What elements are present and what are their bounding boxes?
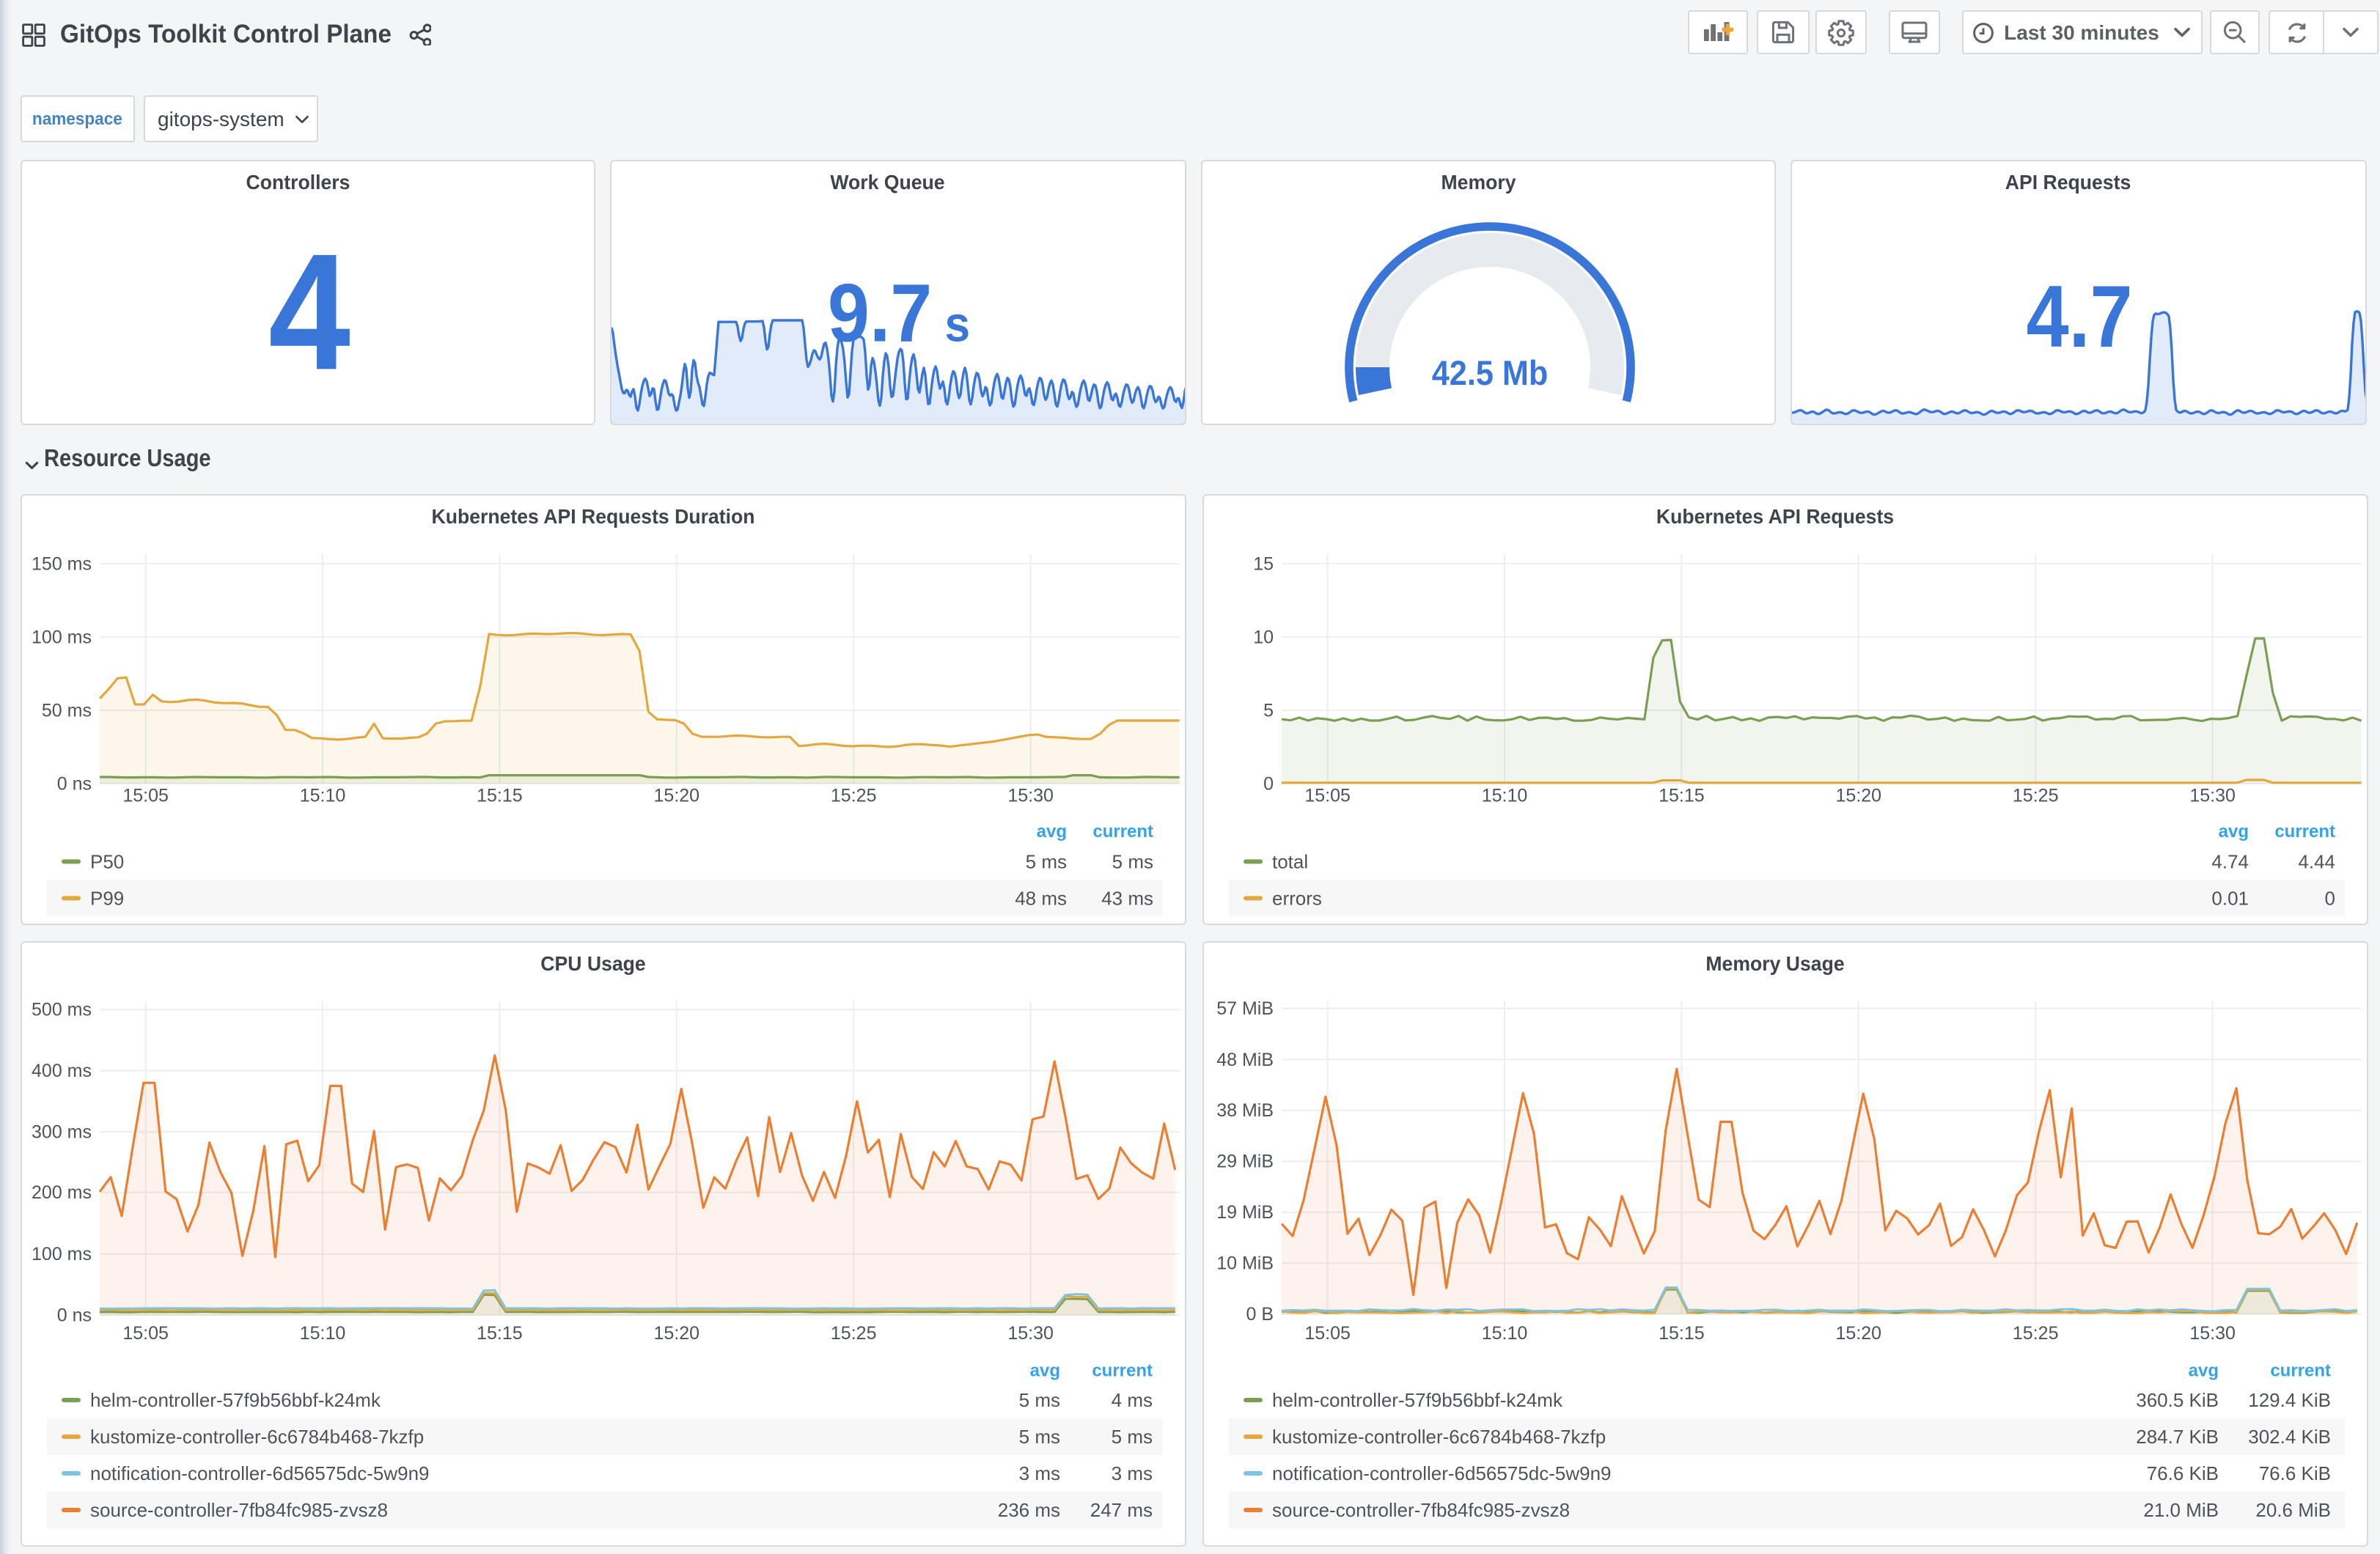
- svg-text:5 ms: 5 ms: [1111, 1425, 1152, 1447]
- svg-text:avg: avg: [1036, 821, 1066, 841]
- svg-text:9.7 s: 9.7 s: [828, 267, 970, 358]
- svg-text:avg: avg: [2189, 1360, 2219, 1380]
- svg-text:360.5 KiB: 360.5 KiB: [2136, 1388, 2219, 1410]
- svg-text:400 ms: 400 ms: [31, 1060, 91, 1080]
- svg-text:4 ms: 4 ms: [1111, 1388, 1152, 1410]
- svg-text:50 ms: 50 ms: [41, 699, 91, 720]
- svg-text:0.01: 0.01: [2211, 887, 2249, 909]
- svg-text:38 MiB: 38 MiB: [1216, 1100, 1274, 1120]
- svg-text:48 ms: 48 ms: [1014, 887, 1066, 909]
- svg-text:20.6 MiB: 20.6 MiB: [2255, 1498, 2331, 1520]
- svg-text:notification-controller-6d5657: notification-controller-6d56575dc-5w9n9: [89, 1462, 429, 1484]
- svg-text:15:30: 15:30: [2189, 784, 2236, 805]
- svg-text:10 MiB: 10 MiB: [1216, 1253, 1274, 1273]
- svg-text:15:15: 15:15: [1659, 784, 1705, 805]
- svg-text:10: 10: [1253, 626, 1274, 647]
- svg-text:15:25: 15:25: [2013, 784, 2059, 805]
- svg-text:150 ms: 150 ms: [31, 553, 91, 573]
- svg-text:3 ms: 3 ms: [1018, 1462, 1059, 1484]
- svg-text:avg: avg: [2219, 821, 2249, 841]
- svg-text:284.7 KiB: 284.7 KiB: [2136, 1425, 2219, 1447]
- svg-text:current: current: [1091, 1360, 1152, 1380]
- svg-text:0: 0: [1263, 773, 1274, 793]
- svg-text:15:20: 15:20: [653, 784, 699, 805]
- svg-text:247 ms: 247 ms: [1090, 1498, 1152, 1520]
- svg-text:0 ns: 0 ns: [56, 773, 91, 793]
- svg-text:302.4 KiB: 302.4 KiB: [2248, 1425, 2331, 1447]
- svg-text:15:25: 15:25: [830, 784, 876, 805]
- svg-text:current: current: [2274, 821, 2335, 841]
- svg-text:76.6 KiB: 76.6 KiB: [2147, 1462, 2219, 1484]
- svg-text:15:25: 15:25: [830, 1322, 876, 1343]
- svg-text:5 ms: 5 ms: [1112, 850, 1153, 872]
- svg-text:notification-controller-6d5657: notification-controller-6d56575dc-5w9n9: [1272, 1462, 1612, 1484]
- svg-text:current: current: [2270, 1360, 2331, 1380]
- svg-text:15:10: 15:10: [1482, 1322, 1528, 1343]
- svg-text:5 ms: 5 ms: [1025, 850, 1066, 872]
- svg-text:15:15: 15:15: [476, 784, 522, 805]
- svg-text:500 ms: 500 ms: [31, 999, 91, 1020]
- svg-text:100 ms: 100 ms: [31, 1243, 91, 1264]
- svg-text:kustomize-controller-6c6784b46: kustomize-controller-6c6784b468-7kzfp: [89, 1425, 423, 1447]
- svg-text:15:15: 15:15: [1659, 1322, 1705, 1343]
- svg-text:21.0 MiB: 21.0 MiB: [2143, 1498, 2219, 1520]
- svg-text:15:30: 15:30: [1007, 784, 1053, 805]
- svg-text:P99: P99: [89, 887, 123, 909]
- svg-text:source-controller-7fb84fc985-z: source-controller-7fb84fc985-zvsz8: [1272, 1498, 1570, 1520]
- svg-text:0 B: 0 B: [1246, 1303, 1274, 1324]
- svg-text:29 MiB: 29 MiB: [1216, 1151, 1274, 1171]
- svg-text:avg: avg: [1029, 1360, 1059, 1380]
- svg-text:15:10: 15:10: [299, 784, 345, 805]
- svg-text:0 ns: 0 ns: [56, 1305, 91, 1325]
- svg-text:129.4 KiB: 129.4 KiB: [2248, 1388, 2331, 1410]
- svg-text:15:20: 15:20: [653, 1322, 699, 1343]
- svg-text:15:20: 15:20: [1836, 784, 1882, 805]
- svg-text:15:05: 15:05: [122, 1322, 168, 1343]
- svg-text:3 ms: 3 ms: [1111, 1462, 1152, 1484]
- svg-text:15:30: 15:30: [1007, 1322, 1053, 1343]
- svg-text:15:05: 15:05: [1304, 1322, 1351, 1343]
- svg-text:5: 5: [1263, 699, 1274, 720]
- svg-text:15:10: 15:10: [1482, 784, 1528, 805]
- svg-text:helm-controller-57f9b56bbf-k24: helm-controller-57f9b56bbf-k24mk: [89, 1388, 381, 1410]
- svg-text:19 MiB: 19 MiB: [1216, 1201, 1274, 1222]
- svg-text:helm-controller-57f9b56bbf-k24: helm-controller-57f9b56bbf-k24mk: [1272, 1388, 1563, 1410]
- svg-text:15:05: 15:05: [1304, 784, 1351, 805]
- svg-text:kustomize-controller-6c6784b46: kustomize-controller-6c6784b468-7kzfp: [1272, 1425, 1606, 1447]
- svg-text:15:05: 15:05: [122, 784, 168, 805]
- svg-text:236 ms: 236 ms: [997, 1498, 1059, 1520]
- svg-text:5 ms: 5 ms: [1018, 1425, 1059, 1447]
- svg-text:4.44: 4.44: [2298, 850, 2335, 872]
- svg-text:43 ms: 43 ms: [1101, 887, 1153, 909]
- svg-text:48 MiB: 48 MiB: [1216, 1049, 1274, 1069]
- svg-text:57 MiB: 57 MiB: [1216, 998, 1274, 1018]
- svg-text:P50: P50: [89, 850, 123, 872]
- svg-text:4: 4: [268, 220, 350, 405]
- svg-text:200 ms: 200 ms: [31, 1182, 91, 1202]
- svg-text:42.5 Mb: 42.5 Mb: [1431, 353, 1548, 392]
- svg-text:15:10: 15:10: [299, 1322, 345, 1343]
- svg-text:0: 0: [2325, 887, 2335, 909]
- svg-text:total: total: [1272, 850, 1308, 872]
- svg-text:errors: errors: [1272, 887, 1322, 909]
- svg-text:15:20: 15:20: [1836, 1322, 1882, 1343]
- svg-text:4.74: 4.74: [2211, 850, 2249, 872]
- svg-text:76.6 KiB: 76.6 KiB: [2259, 1462, 2331, 1484]
- svg-text:current: current: [1092, 821, 1153, 841]
- svg-text:15:30: 15:30: [2189, 1322, 2236, 1343]
- svg-text:4.7: 4.7: [2026, 267, 2132, 365]
- svg-text:source-controller-7fb84fc985-z: source-controller-7fb84fc985-zvsz8: [89, 1498, 387, 1520]
- svg-text:300 ms: 300 ms: [31, 1121, 91, 1141]
- svg-text:5 ms: 5 ms: [1018, 1388, 1059, 1410]
- svg-text:100 ms: 100 ms: [31, 626, 91, 647]
- svg-text:15:25: 15:25: [2013, 1322, 2059, 1343]
- svg-text:15:15: 15:15: [476, 1322, 522, 1343]
- svg-text:15: 15: [1253, 553, 1274, 573]
